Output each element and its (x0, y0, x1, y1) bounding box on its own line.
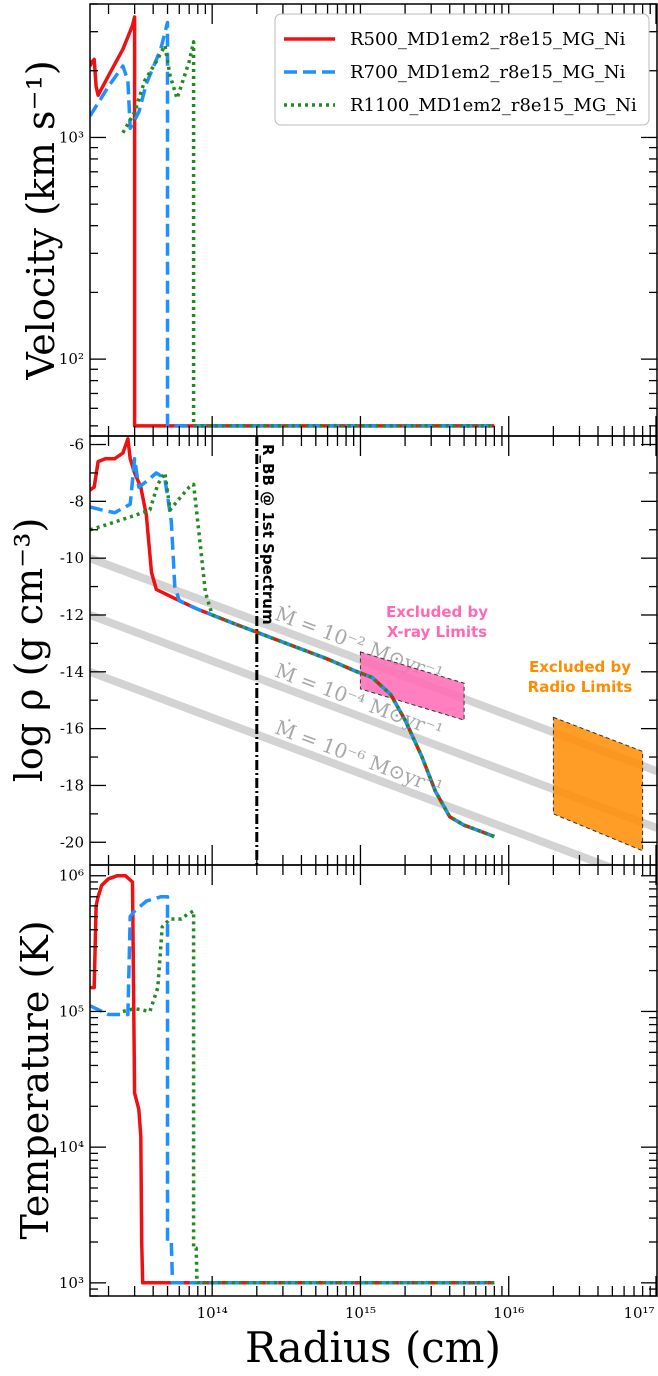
y-tick-label: -10 (60, 549, 84, 567)
panel-top: 10² 10³ (59, 3, 658, 437)
panel-frame (89, 864, 658, 1297)
x-tick-label: 10¹⁷ (623, 1304, 654, 1322)
series-line-dotted (122, 909, 495, 1285)
y-axis-title-density: log ρ (g cm⁻³) (7, 518, 51, 783)
rbb-label: R_BB @ 1st Spectrum (259, 444, 277, 625)
y-tick-label: 10³ (59, 128, 84, 146)
y-tick-label: 10⁶ (59, 867, 84, 885)
radio-region-label: Excluded by (529, 658, 631, 676)
x-axis-title: Radius (cm) (245, 1323, 501, 1372)
y-tick-label: 10² (59, 350, 84, 368)
y-tick-label: -6 (69, 436, 84, 454)
panel-middle: Ṁ = 10⁻² M⊙yr⁻¹Ṁ = 10⁻⁴ M⊙yr⁻¹Ṁ = 10⁻⁶ M… (60, 435, 658, 866)
excluded-region (359, 651, 465, 721)
xray-region-label: Excluded by (386, 603, 488, 621)
legend-label: R1100_MD1em2_r8e15_MG_Ni (350, 95, 637, 116)
panel-bottom: 10³ 10⁴ 10⁵ 10⁶ (59, 864, 658, 1297)
x-tick-label: 10¹⁵ (345, 1304, 376, 1322)
y-tick-label: -12 (60, 606, 84, 624)
legend-label: R500_MD1em2_r8e15_MG_Ni (350, 29, 626, 50)
y-tick-label: -8 (69, 492, 84, 510)
mass-loss-line (90, 668, 616, 865)
x-tick-label: 10¹⁴ (197, 1304, 228, 1322)
legend-box (274, 13, 650, 126)
excluded-region (552, 716, 644, 852)
y-tick-label: -18 (60, 776, 84, 794)
y-tick-label: -14 (60, 663, 84, 681)
y-tick-label: -20 (60, 833, 84, 851)
y-axis-title-velocity: Velocity (km s⁻¹) (19, 60, 63, 380)
x-tick-label: 10¹⁶ (493, 1304, 524, 1322)
series-line-dashed (90, 20, 495, 428)
y-axis-title-temperature: Temperature (K) (13, 920, 57, 1239)
y-tick-label: -16 (60, 720, 84, 738)
y-tick-label: 10³ (59, 1274, 84, 1292)
y-tick-label: 10⁵ (59, 1002, 84, 1020)
xray-region-label: X-ray Limits (387, 623, 487, 641)
y-tick-label: 10⁴ (59, 1138, 84, 1156)
legend-label: R700_MD1em2_r8e15_MG_Ni (350, 62, 626, 83)
series-line-solid (90, 873, 495, 1285)
series-line-dotted (90, 471, 496, 839)
series-line-dashed (90, 895, 495, 1285)
radio-region-label: Radio Limits (528, 678, 633, 696)
series-line-solid (90, 15, 495, 428)
series-line-dotted (121, 40, 495, 428)
legend: R500_MD1em2_r8e15_MG_Ni R700_MD1em2_r8e15… (274, 13, 650, 126)
